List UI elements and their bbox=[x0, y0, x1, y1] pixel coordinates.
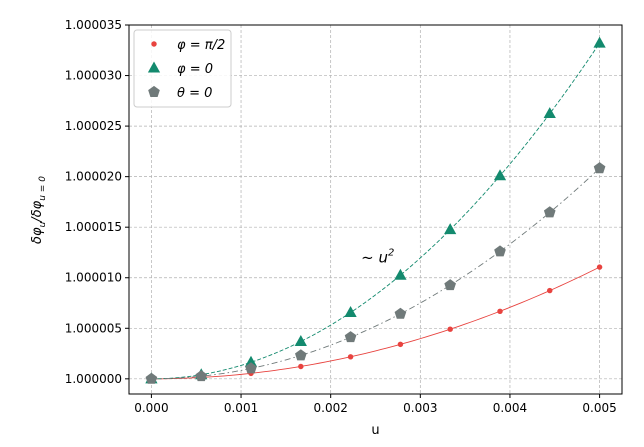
fit-curve-series-2 bbox=[151, 167, 600, 380]
legend-label-2: θ = 0 bbox=[177, 86, 212, 101]
y-tick-label: 1.000025 bbox=[65, 119, 122, 133]
legend-label-0: φ = π/2 bbox=[177, 38, 225, 53]
data-point-series-1 bbox=[543, 107, 556, 119]
data-point-series-1 bbox=[294, 335, 307, 347]
legend-marker-1 bbox=[147, 61, 161, 73]
data-markers bbox=[145, 36, 606, 384]
data-point-series-2 bbox=[444, 279, 456, 291]
data-point-series-1 bbox=[493, 169, 507, 181]
x-tick-label: 0.002 bbox=[314, 401, 348, 415]
data-point-series-1 bbox=[344, 306, 357, 318]
legend-marker-0 bbox=[151, 41, 157, 47]
data-point-series-0 bbox=[547, 287, 553, 294]
y-tick-label: 1.000000 bbox=[65, 372, 122, 386]
y-tick-label: 1.000015 bbox=[65, 220, 122, 234]
x-tick-label: 0.004 bbox=[493, 401, 527, 415]
data-point-series-2 bbox=[145, 372, 158, 384]
plot-frame bbox=[128, 24, 623, 395]
x-tick-label: 0.001 bbox=[224, 401, 258, 415]
fit-curves bbox=[151, 42, 600, 380]
fit-curve-series-1 bbox=[151, 42, 600, 380]
y-tick-label: 1.000020 bbox=[65, 170, 122, 184]
y-tick-label: 1.000005 bbox=[65, 321, 122, 335]
legend-marker-2 bbox=[148, 85, 160, 97]
x-axis-ticks: 0.000 0.001 0.002 0.003 0.004 0.005 bbox=[134, 394, 617, 415]
data-point-series-0 bbox=[347, 354, 354, 360]
data-point-series-1 bbox=[444, 223, 457, 235]
data-point-series-2 bbox=[344, 331, 357, 343]
legend: φ = π/2 φ = 0 θ = 0 bbox=[133, 29, 232, 108]
y-tick-label: 1.000035 bbox=[65, 18, 122, 32]
y-axis-ticks: 1.000000 1.000005 1.000010 1.000015 1.000020… bbox=[65, 18, 129, 386]
fit-curve-series-0 bbox=[151, 266, 600, 380]
data-point-series-2 bbox=[295, 349, 307, 361]
data-point-series-0 bbox=[397, 341, 404, 348]
y-tick-label: 1.000030 bbox=[65, 69, 122, 83]
data-point-series-2 bbox=[245, 362, 257, 374]
data-point-series-2 bbox=[195, 370, 208, 382]
y-axis-label: δφu/δφu = 0 bbox=[30, 176, 48, 244]
data-point-series-2 bbox=[394, 307, 407, 319]
data-point-series-0 bbox=[298, 363, 304, 370]
data-point-series-1 bbox=[394, 268, 407, 280]
data-point-series-2 bbox=[494, 245, 506, 257]
data-point-series-0 bbox=[596, 264, 603, 270]
scaling-annotation: ~ u2 bbox=[361, 248, 394, 267]
data-point-series-1 bbox=[244, 355, 258, 367]
data-point-series-2 bbox=[593, 162, 606, 174]
legend-label-1: φ = 0 bbox=[177, 62, 213, 77]
y-tick-label: 1.000010 bbox=[65, 271, 122, 285]
x-axis-label: u bbox=[371, 423, 379, 438]
data-point-series-0 bbox=[447, 326, 453, 332]
x-tick-label: 0.000 bbox=[134, 401, 168, 415]
data-point-series-1 bbox=[593, 36, 606, 48]
legend-box bbox=[133, 29, 232, 108]
data-point-series-2 bbox=[543, 206, 556, 218]
x-tick-label: 0.005 bbox=[582, 401, 616, 415]
data-point-series-0 bbox=[497, 308, 503, 315]
x-tick-label: 0.003 bbox=[403, 401, 437, 415]
